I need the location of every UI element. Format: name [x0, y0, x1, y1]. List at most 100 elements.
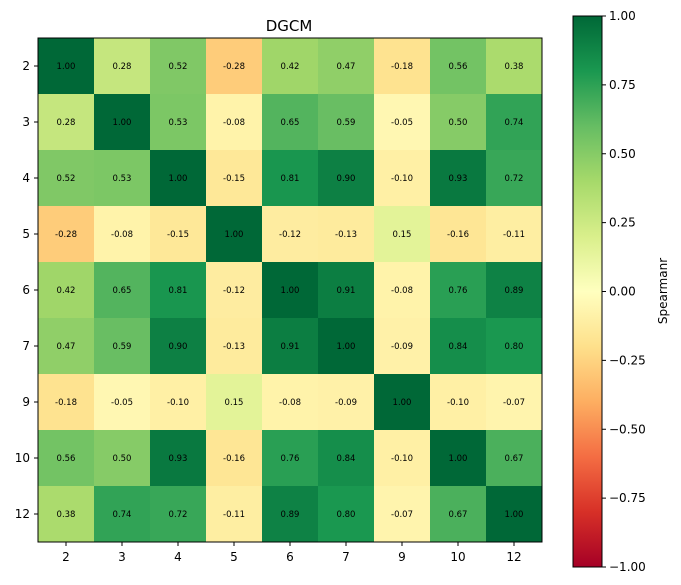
colorbar: 1.00 0.75 0.50 0.25 0.00 −0.25 −0.50 −0.75 −1.00… — [572, 9, 670, 574]
x-tick-label: 3 — [118, 550, 126, 564]
cell-value-label: -0.08 — [391, 286, 413, 296]
cell-value-label: 0.72 — [505, 174, 524, 184]
heatmap-cell — [430, 206, 487, 263]
heatmap-cell — [38, 262, 95, 319]
heatmap-cell — [206, 486, 263, 543]
cell-value-label: 0.59 — [113, 342, 132, 352]
heatmap-cell — [262, 150, 319, 207]
y-tick-label: 10 — [15, 451, 30, 465]
heatmap-cell — [38, 94, 95, 151]
cell-value-label: -0.11 — [223, 510, 245, 520]
heatmap-cell — [430, 94, 487, 151]
heatmap-cell — [318, 94, 375, 151]
cell-value-label: 0.52 — [169, 62, 188, 72]
cell-value-label: 0.74 — [505, 118, 524, 128]
colorbar-tick-label: −0.50 — [609, 422, 646, 436]
cell-value-label: 0.42 — [281, 62, 300, 72]
heatmap-cell — [150, 94, 207, 151]
cell-value-label: 0.38 — [57, 510, 76, 520]
cell-value-label: 0.80 — [505, 342, 524, 352]
cell-value-label: 0.72 — [169, 510, 188, 520]
heatmap-cell — [430, 150, 487, 207]
heatmap-cell — [94, 38, 151, 95]
heatmap-cell — [150, 318, 207, 375]
heatmap-cell — [430, 38, 487, 95]
heatmap-axes: 2 2 3 3 4 4 5 5 6 6 7 7 9 9 10 10 12 12 — [15, 59, 522, 564]
cell-value-label: 1.00 — [281, 286, 300, 296]
heatmap-cell — [94, 374, 151, 431]
cell-value-label: 0.28 — [113, 62, 132, 72]
cell-value-label: 0.76 — [281, 454, 300, 464]
colorbar-tick-label: −1.00 — [609, 560, 646, 574]
cell-value-label: -0.13 — [335, 230, 357, 240]
heatmap-cell — [206, 262, 263, 319]
heatmap-cell — [94, 430, 151, 487]
y-tick-label: 9 — [22, 395, 30, 409]
heatmap-cell — [318, 374, 375, 431]
heatmap-cell — [318, 206, 375, 263]
heatmap-cell — [94, 150, 151, 207]
x-tick-label: 5 — [230, 550, 238, 564]
cell-value-label: 0.38 — [505, 62, 524, 72]
cell-value-label: 0.89 — [505, 286, 524, 296]
cell-value-label: 0.84 — [337, 454, 356, 464]
cell-value-label: 0.42 — [57, 286, 76, 296]
heatmap-cell — [318, 38, 375, 95]
heatmap-cell — [94, 486, 151, 543]
heatmap-cell — [374, 318, 431, 375]
heatmap-cell — [262, 318, 319, 375]
cell-value-label: -0.08 — [223, 118, 245, 128]
heatmap-cell — [430, 486, 487, 543]
cell-value-label: 0.93 — [449, 174, 468, 184]
cell-value-label: 0.50 — [113, 454, 132, 464]
cell-value-label: 0.76 — [449, 286, 468, 296]
cell-value-label: 0.89 — [281, 510, 300, 520]
x-tick-label: 4 — [174, 550, 182, 564]
chart-title: DGCM — [266, 17, 313, 35]
y-tick-label: 6 — [22, 283, 30, 297]
heatmap-cell — [374, 94, 431, 151]
x-tick-label: 7 — [342, 550, 350, 564]
heatmap-cell — [430, 318, 487, 375]
cell-value-label: 0.15 — [393, 230, 412, 240]
x-tick-label: 10 — [450, 550, 465, 564]
cell-value-label: -0.11 — [503, 230, 525, 240]
cell-value-label: -0.28 — [223, 62, 245, 72]
colorbar-label: Spearmanr — [656, 258, 670, 324]
cell-value-label: -0.09 — [335, 398, 357, 408]
heatmap-cell — [262, 430, 319, 487]
cell-value-label: 0.84 — [449, 342, 468, 352]
x-tick-label: 6 — [286, 550, 294, 564]
cell-value-label: -0.08 — [279, 398, 301, 408]
cell-value-label: 1.00 — [57, 62, 76, 72]
heatmap-cell — [374, 150, 431, 207]
cell-value-label: 0.50 — [449, 118, 468, 128]
heatmap-cell — [374, 374, 431, 431]
colorbar-tick-label: 0.00 — [609, 285, 636, 299]
cell-value-label: 1.00 — [169, 174, 188, 184]
heatmap-cell — [262, 374, 319, 431]
cell-value-label: 0.15 — [225, 398, 244, 408]
heatmap-cell — [430, 262, 487, 319]
heatmap-cells: 1.00 0.28 0.52 -0.28 0.42 0.47 -0.18 0.56 0.38 0.… — [38, 38, 543, 543]
heatmap-cell — [94, 206, 151, 263]
cell-value-label: -0.10 — [447, 398, 469, 408]
heatmap-cell — [318, 486, 375, 543]
heatmap-cell — [38, 38, 95, 95]
cell-value-label: 0.59 — [337, 118, 356, 128]
cell-value-label: -0.18 — [391, 62, 413, 72]
cell-value-label: -0.13 — [223, 342, 245, 352]
heatmap-cell — [38, 430, 95, 487]
y-tick-label: 12 — [15, 507, 30, 521]
heatmap-cell — [486, 430, 543, 487]
y-tick-label: 4 — [22, 171, 30, 185]
colorbar-tick-label: 0.50 — [609, 147, 636, 161]
cell-value-label: 0.67 — [449, 510, 468, 520]
heatmap-cell — [318, 150, 375, 207]
heatmap-cell — [262, 262, 319, 319]
colorbar-tick-label: −0.25 — [609, 353, 646, 367]
heatmap-cell — [430, 374, 487, 431]
cell-value-label: 0.81 — [169, 286, 188, 296]
heatmap-cell — [318, 318, 375, 375]
heatmap-cell — [486, 374, 543, 431]
